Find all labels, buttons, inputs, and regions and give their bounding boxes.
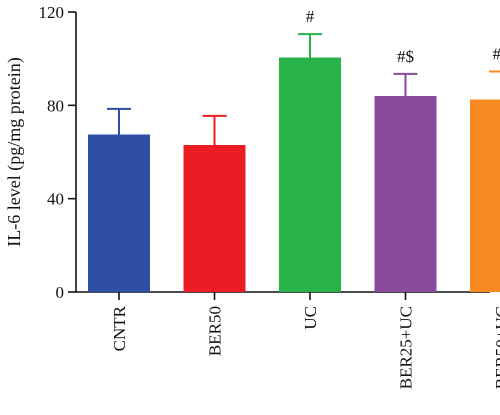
x-tick-label: BER50+UC xyxy=(492,306,500,389)
y-tick-label: 80 xyxy=(47,96,64,115)
x-tick-label: CNTR xyxy=(110,305,129,351)
bars-layer: # #$ #$ xyxy=(88,7,500,292)
y-axis-label: IL-6 level (pg/mg protein) xyxy=(4,57,25,246)
y-tick-label: 40 xyxy=(47,190,64,209)
bar xyxy=(279,58,341,293)
x-tick-label: UC xyxy=(301,306,320,330)
y-tick-label: 0 xyxy=(56,283,65,302)
bar xyxy=(88,135,150,293)
significance-annotation: # xyxy=(306,7,315,26)
y-tick-label: 120 xyxy=(39,3,65,22)
bar xyxy=(184,145,246,292)
significance-annotation: #$ xyxy=(397,47,414,66)
x-tick-label: BER25+UC xyxy=(397,306,416,389)
bar xyxy=(470,100,500,293)
significance-annotation: #$ xyxy=(493,45,500,64)
bar xyxy=(375,96,437,292)
x-tick-label: BER50 xyxy=(206,306,225,356)
